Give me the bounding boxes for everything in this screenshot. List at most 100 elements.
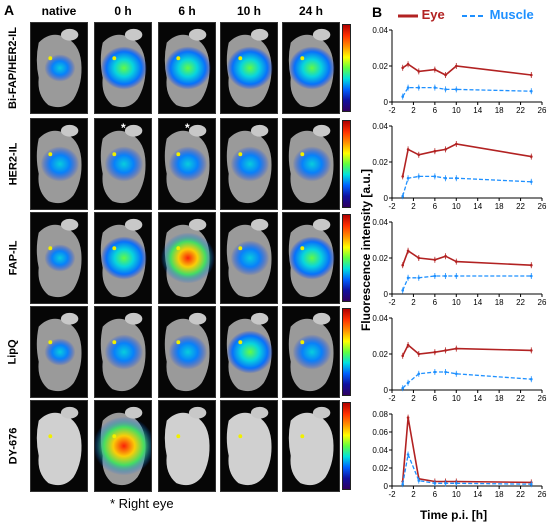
eye-point	[417, 352, 421, 356]
color-scale-bar	[342, 24, 351, 112]
mouse-image-tile	[282, 400, 340, 492]
mouse-image-tile	[30, 400, 88, 492]
x-tick-label: 18	[495, 298, 504, 307]
eye-point	[454, 142, 458, 146]
muscle-point	[529, 274, 533, 278]
mouse-image-tile: *	[158, 118, 216, 210]
mouse-image-tile	[220, 212, 278, 304]
chart-0: 00.020.04-2 2 6 10 14 18 22 26	[372, 26, 547, 115]
x-tick-label: 14	[473, 394, 482, 403]
x-tick-label: 2	[411, 490, 416, 499]
muscle-point	[444, 176, 447, 180]
y-tick-label: 0.04	[372, 26, 388, 35]
x-tick-label: 26	[538, 298, 547, 307]
x-tick-label: 10	[452, 106, 461, 115]
muscle-point	[454, 274, 458, 278]
x-tick-label: 22	[516, 298, 525, 307]
y-tick-label: 0	[384, 98, 389, 107]
x-tick-label: 18	[495, 106, 504, 115]
legend-eye-swatch	[398, 14, 418, 18]
x-tick-label: 14	[473, 298, 482, 307]
mouse-image-tile	[94, 22, 152, 114]
y-tick-label: 0.06	[372, 428, 388, 437]
series-muscle-line	[402, 275, 532, 291]
mouse-image-tile	[158, 212, 216, 304]
x-tick-label: 6	[433, 490, 438, 499]
eye-point	[444, 349, 447, 352]
x-tick-label: 14	[473, 106, 482, 115]
eye-point	[401, 263, 405, 267]
right-eye-asterisk: *	[121, 121, 126, 135]
muscle-point	[529, 89, 533, 93]
muscle-point	[444, 274, 447, 278]
eye-point	[433, 350, 437, 354]
mouse-image-tile	[94, 400, 152, 492]
eye-point	[406, 416, 410, 419]
y-tick-label: 0.02	[372, 158, 388, 167]
eye-point	[529, 155, 533, 158]
x-tick-label: 2	[411, 202, 416, 211]
x-tick-label: 10	[452, 202, 461, 211]
series-eye-line	[401, 249, 532, 266]
mouse-image-tile	[30, 212, 88, 304]
series-muscle-line	[402, 86, 532, 97]
color-scale-bar	[342, 120, 351, 208]
mouse-image-tile	[220, 118, 278, 210]
x-tick-label: 26	[538, 394, 547, 403]
x-tick-label: -2	[388, 106, 396, 115]
column-header-1: 0 h	[114, 4, 132, 18]
muscle-point	[433, 482, 437, 485]
x-tick-label: 26	[538, 490, 547, 499]
y-tick-label: 0	[384, 386, 389, 395]
row-label-3: LipQ	[7, 339, 19, 365]
column-header-0: native	[41, 4, 77, 18]
muscle-point	[444, 370, 447, 374]
eye-point	[417, 70, 421, 73]
mouse-image-tile	[220, 306, 278, 398]
x-tick-label: 18	[495, 202, 504, 211]
eye-point	[406, 343, 410, 347]
eye-point	[406, 62, 410, 66]
legend-eye: Eye	[398, 7, 445, 22]
muscle-point	[433, 274, 437, 278]
muscle-point	[454, 176, 458, 180]
series-eye-line	[402, 63, 532, 76]
column-header-2: 6 h	[178, 4, 196, 18]
muscle-point	[401, 95, 405, 98]
y-tick-label: 0.02	[372, 464, 388, 473]
muscle-point	[529, 377, 533, 381]
panel-b-letter: B	[372, 4, 383, 20]
muscle-point	[417, 276, 421, 280]
eye-point	[417, 153, 421, 157]
eye-point	[444, 73, 447, 77]
x-tick-label: 18	[495, 394, 504, 403]
x-tick-label: 6	[433, 202, 438, 211]
x-tick-label: 10	[452, 394, 461, 403]
muscle-point	[401, 386, 405, 390]
color-scale-bar	[342, 402, 351, 490]
chart-4: 00.020.040.060.08-2 2 6 10 14 18 22 26	[372, 410, 547, 499]
x-axis-label: Time p.i. [h]	[420, 508, 488, 522]
muscle-point	[417, 372, 421, 376]
x-tick-label: 22	[516, 490, 525, 499]
muscle-point	[417, 479, 421, 482]
eye-point	[433, 68, 437, 71]
x-tick-label: -2	[388, 298, 396, 307]
muscle-point	[401, 194, 405, 198]
legend-muscle-swatch	[462, 14, 486, 17]
muscle-point	[444, 482, 447, 485]
mouse-image-tile: *	[94, 118, 152, 210]
mouse-image-tile	[220, 22, 278, 114]
eye-point	[401, 354, 405, 358]
x-tick-label: 10	[452, 490, 461, 499]
legend-eye-label: Eye	[421, 7, 445, 22]
mouse-image-tile	[158, 400, 216, 492]
eye-point	[433, 149, 437, 153]
x-tick-label: 2	[411, 106, 416, 115]
chart-2: 00.020.04-2 2 6 10 14 18 22 26	[372, 218, 547, 307]
eye-point	[529, 349, 533, 352]
eye-point	[529, 73, 533, 77]
muscle-point	[406, 453, 410, 456]
x-tick-label: 14	[473, 202, 482, 211]
chart-1: 00.020.04-2 2 6 10 14 18 22 26	[372, 122, 547, 211]
